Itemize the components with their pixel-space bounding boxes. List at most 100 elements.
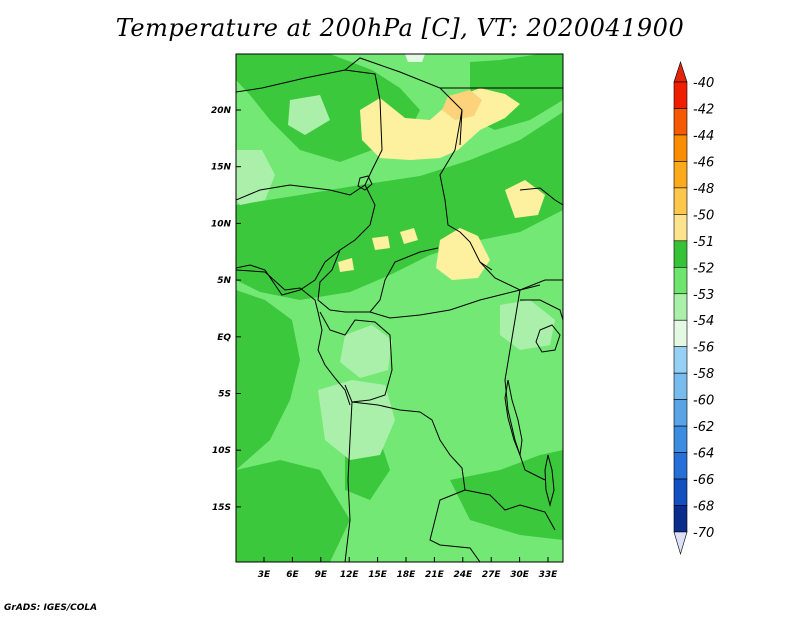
lat-tick-label: 20N — [211, 106, 232, 116]
field-warm-small-1 — [372, 236, 390, 250]
border-nigeria-east — [236, 184, 376, 296]
colorbar-label: -58 — [693, 367, 714, 382]
colorbar-swatch — [673, 214, 688, 242]
field-warm-east — [505, 180, 545, 218]
field-core-minus50 — [442, 90, 482, 120]
lat-tick-label: 5S — [218, 390, 231, 400]
border-drc-angola — [351, 401, 481, 562]
field-band-dark-sahel — [236, 112, 563, 300]
field-band-dark-southeast — [450, 450, 563, 540]
border-chad-sudan — [439, 109, 493, 271]
field-patch-light-west — [236, 150, 275, 205]
border-libya-chad — [344, 57, 463, 146]
colorbar-label: -62 — [693, 420, 714, 435]
chart-title: Temperature at 200hPa [C], VT: 202004190… — [115, 14, 685, 42]
lake-malawi — [544, 454, 555, 507]
coastline-gulf-guinea — [236, 269, 351, 406]
colorbar-label: -60 — [693, 394, 714, 409]
colorbar-swatch — [673, 425, 688, 453]
border-sudan-south — [479, 261, 563, 291]
lon-tick-label: 12E — [340, 570, 360, 580]
lon-tick-label: 27E — [482, 570, 502, 580]
lat-tick-label: 10S — [212, 446, 231, 456]
colorbar-swatch — [673, 134, 688, 162]
border-uganda — [520, 299, 563, 321]
lon-tick-label: 21E — [425, 570, 445, 580]
lat-tick-label: 10N — [211, 219, 232, 229]
colorbar-label: -51 — [693, 235, 714, 250]
lon-tick-label: 24E — [453, 570, 473, 580]
colorbar-swatch — [673, 240, 688, 268]
colorbar-label: -40 — [693, 76, 714, 91]
border-car-drc — [369, 284, 541, 319]
lon-tick-label: 33E — [539, 570, 559, 580]
colorbar-label: -42 — [693, 102, 714, 117]
colorbar-label: -66 — [693, 473, 714, 488]
field-pale-spot — [405, 54, 425, 62]
field-warm-small-2 — [400, 228, 418, 244]
border-niger-chad — [236, 69, 383, 186]
colorbar-bottom-triangle — [673, 531, 688, 556]
colorbar-label: -44 — [693, 129, 714, 144]
field-warm-small-3 — [338, 258, 354, 272]
colorbar-label: -54 — [693, 314, 714, 329]
field-patch-light-east — [500, 300, 555, 350]
grads-credit: GrADS: IGES/COLA — [4, 603, 98, 613]
colorbar-label: -56 — [693, 341, 714, 356]
country-borders — [236, 57, 563, 562]
colorbar-label: -53 — [693, 288, 714, 303]
colorbar-label: -52 — [693, 261, 714, 276]
field-warm-north — [360, 88, 520, 160]
colorbar: -40 -42 -44 -46 -48 -50 -51 -52 -53 -54 -56 -58 -60 -… — [673, 61, 714, 556]
colorbar-top-triangle — [673, 61, 688, 83]
colorbar-swatch — [673, 346, 688, 374]
lake-tanganyika — [504, 379, 523, 457]
lat-tick-label: EQ — [217, 333, 231, 343]
lon-tick-label: 30E — [510, 570, 530, 580]
colorbar-swatch — [673, 478, 688, 506]
colorbar-swatch — [673, 161, 688, 189]
colorbar-swatch — [673, 372, 688, 400]
lat-tick-label: 15S — [212, 503, 231, 513]
lake-chad — [357, 175, 373, 191]
border-angola-west — [344, 401, 353, 562]
lat-tick-label: 5N — [217, 276, 231, 286]
colorbar-label: -70 — [693, 526, 714, 541]
colorbar-swatch — [673, 293, 688, 321]
field-band-dark-south — [236, 460, 350, 562]
temperature-field — [236, 54, 563, 562]
field-patch-light-mid — [340, 325, 392, 378]
longitude-axis: 3E 6E 9E 12E 15E 18E 21E 24E 27E 30E 33E — [258, 557, 558, 580]
lon-tick-label: 3E — [258, 570, 271, 580]
lat-tick-label: 15N — [211, 163, 232, 173]
colorbar-label: -48 — [693, 182, 714, 197]
plot-frame — [235, 53, 564, 563]
border-ethiopia — [519, 187, 563, 206]
border-east-lakes — [504, 289, 546, 481]
lake-victoria — [535, 324, 561, 353]
colorbar-label: -64 — [693, 447, 714, 462]
field-patch-light-center — [318, 380, 395, 460]
colorbar-swatch — [673, 319, 688, 348]
colorbar-swatch — [673, 505, 688, 533]
colorbar-swatch — [673, 108, 688, 136]
lon-tick-label: 9E — [315, 570, 328, 580]
colorbar-swatch — [673, 81, 688, 109]
border-zambia — [464, 489, 556, 531]
latitude-axis: 20N 15N 10N 5N EQ 5S 10S 15S — [211, 106, 241, 513]
colorbar-label: -68 — [693, 500, 714, 515]
colorbar-swatch — [673, 399, 688, 427]
field-warm-center — [436, 228, 490, 280]
field-patch-light-northwest — [288, 95, 330, 135]
border-congo — [319, 311, 393, 403]
field-band-dark-west — [236, 290, 300, 470]
lon-tick-label: 6E — [286, 570, 299, 580]
colorbar-label: -46 — [693, 155, 714, 170]
colorbar-swatch — [673, 452, 688, 480]
colorbar-label: -50 — [693, 208, 714, 223]
colorbar-swatch — [673, 266, 688, 295]
colorbar-swatch — [673, 187, 688, 215]
lon-tick-label: 18E — [397, 570, 417, 580]
lon-tick-label: 15E — [368, 570, 388, 580]
